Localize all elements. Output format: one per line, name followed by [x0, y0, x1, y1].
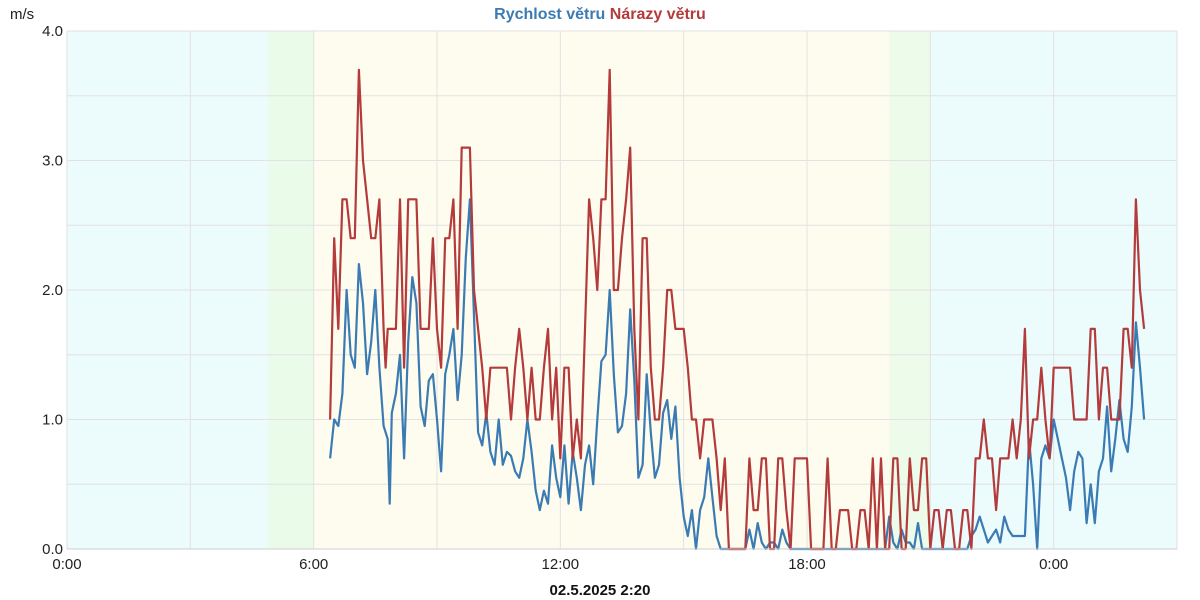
x-tick-label: 0:00: [52, 556, 81, 573]
axes: 0.0 1.0 2.0 3.0 4.0 0:00 6:00 12:00 18:00 0:00: [42, 23, 1177, 573]
x-tick-label: 0:00: [1039, 556, 1068, 573]
y-tick-label: 0.0: [42, 541, 63, 558]
timestamp: 02.5.2025 2:20: [550, 582, 651, 599]
series-line-wind-gust: [329, 68, 1146, 551]
chart-title: Rychlost větru Nárazy větru: [494, 6, 706, 23]
y-tick-label: 1.0: [42, 412, 63, 429]
y-tick-label: 3.0: [42, 153, 63, 170]
series-group: [329, 68, 1146, 551]
y-tick-label: 4.0: [42, 23, 63, 40]
x-tick-label: 18:00: [788, 556, 826, 573]
y-axis-unit: m/s: [10, 6, 34, 23]
title-part-1: Nárazy větru: [605, 6, 706, 23]
title-part-0: Rychlost větru: [494, 6, 605, 23]
y-tick-label: 2.0: [42, 282, 63, 299]
x-tick-label: 12:00: [542, 556, 580, 573]
series-line-wind-speed: [329, 198, 1146, 551]
x-tick-label: 6:00: [299, 556, 328, 573]
